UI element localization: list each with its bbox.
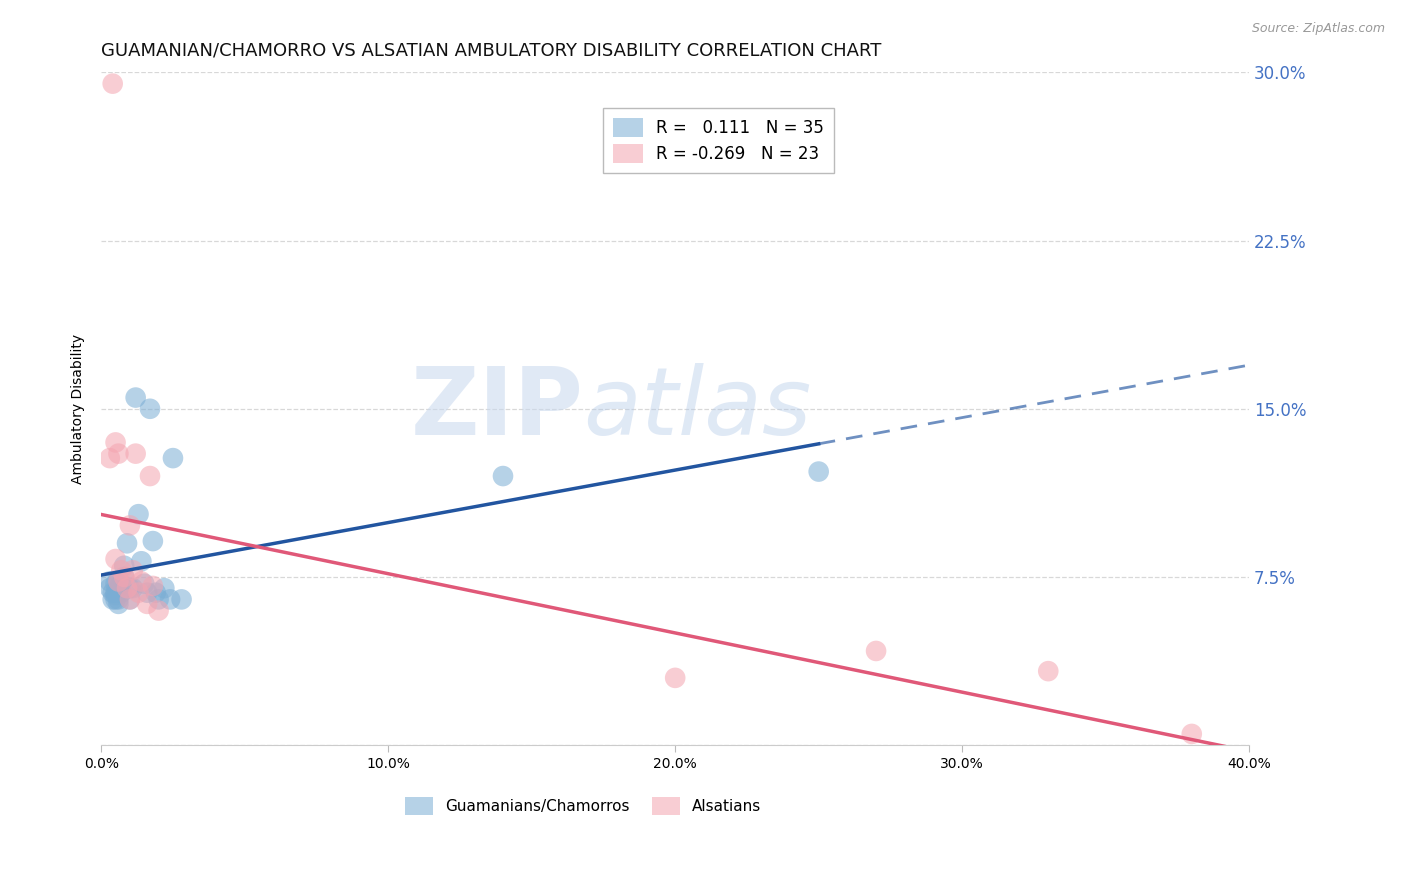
Point — [110, 585, 132, 599]
Point — [101, 592, 124, 607]
Point — [159, 592, 181, 607]
Point — [107, 574, 129, 589]
Legend: Guamanians/Chamorros, Alsatians: Guamanians/Chamorros, Alsatians — [398, 789, 769, 822]
Point — [104, 585, 127, 599]
Point — [145, 585, 167, 599]
Point — [104, 592, 127, 607]
Point — [139, 401, 162, 416]
Text: Source: ZipAtlas.com: Source: ZipAtlas.com — [1251, 22, 1385, 36]
Point — [101, 77, 124, 91]
Point — [1038, 664, 1060, 678]
Point — [153, 581, 176, 595]
Point — [118, 592, 141, 607]
Point — [142, 534, 165, 549]
Point — [1181, 727, 1204, 741]
Point — [124, 391, 146, 405]
Point — [148, 604, 170, 618]
Text: atlas: atlas — [583, 363, 811, 454]
Point — [107, 447, 129, 461]
Point — [128, 585, 150, 599]
Point — [136, 597, 159, 611]
Point — [162, 451, 184, 466]
Point — [101, 585, 124, 599]
Point — [104, 576, 127, 591]
Point — [131, 574, 153, 589]
Point — [115, 536, 138, 550]
Point — [131, 554, 153, 568]
Point — [107, 597, 129, 611]
Point — [104, 588, 127, 602]
Point — [121, 581, 143, 595]
Point — [121, 563, 143, 577]
Point — [107, 574, 129, 589]
Point — [148, 592, 170, 607]
Point — [118, 581, 141, 595]
Point — [136, 585, 159, 599]
Point — [134, 576, 156, 591]
Point — [107, 592, 129, 607]
Point — [98, 451, 121, 466]
Point — [112, 570, 135, 584]
Point — [492, 469, 515, 483]
Point — [104, 552, 127, 566]
Point — [98, 574, 121, 589]
Point — [115, 581, 138, 595]
Point — [118, 592, 141, 607]
Point — [118, 518, 141, 533]
Point — [142, 579, 165, 593]
Point — [98, 581, 121, 595]
Point — [107, 581, 129, 595]
Point — [104, 435, 127, 450]
Point — [112, 558, 135, 573]
Point — [807, 465, 830, 479]
Y-axis label: Ambulatory Disability: Ambulatory Disability — [72, 334, 86, 483]
Point — [124, 447, 146, 461]
Point — [110, 563, 132, 577]
Point — [110, 576, 132, 591]
Point — [112, 570, 135, 584]
Point — [170, 592, 193, 607]
Point — [139, 469, 162, 483]
Point — [664, 671, 686, 685]
Point — [865, 644, 887, 658]
Text: GUAMANIAN/CHAMORRO VS ALSATIAN AMBULATORY DISABILITY CORRELATION CHART: GUAMANIAN/CHAMORRO VS ALSATIAN AMBULATOR… — [101, 42, 882, 60]
Text: ZIP: ZIP — [411, 363, 583, 455]
Point — [128, 507, 150, 521]
